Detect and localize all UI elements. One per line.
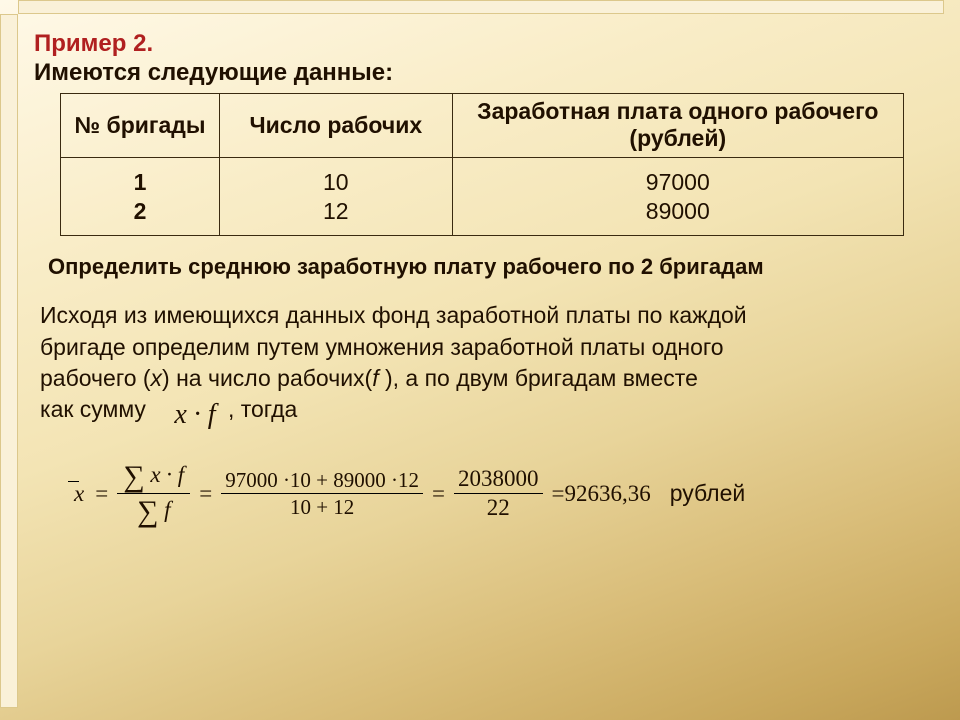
fraction-sums: ∑ x · f ∑ f	[117, 461, 190, 525]
workers-1: 10	[226, 168, 446, 197]
sigma-top: ∑	[123, 465, 144, 489]
main-formula: x = ∑ x · f ∑ f = 97000 ·10 + 89000 ·12 …	[74, 461, 934, 525]
brigade-2: 2	[67, 197, 213, 226]
cell-wage: 97000 89000	[452, 157, 903, 236]
result-unit: рублей	[670, 480, 746, 507]
explain-line-3a: рабочего (	[40, 365, 151, 391]
sum-xf: x · f	[150, 462, 184, 487]
x-bar: x	[74, 481, 86, 507]
step3-denominator: 22	[483, 496, 514, 520]
decorative-top-bar	[18, 0, 944, 14]
slide-content: Пример 2. Имеются следующие данные: № бр…	[34, 30, 934, 526]
fraction-step2: 97000 ·10 + 89000 ·12 10 + 12	[221, 469, 423, 518]
workers-2: 12	[226, 197, 446, 226]
equals-2: =	[199, 481, 212, 507]
result-value: =92636,36	[552, 481, 651, 507]
sigma-bottom: ∑	[137, 500, 158, 524]
brigade-1: 1	[67, 168, 213, 197]
cell-brigades: 1 2	[61, 157, 220, 236]
decorative-left-bar	[0, 14, 18, 708]
data-table: № бригады Число рабочих Заработная плата…	[60, 93, 904, 237]
cell-workers: 10 12	[220, 157, 453, 236]
col-header-brigade: № бригады	[61, 93, 220, 157]
var-x: x	[151, 365, 163, 391]
explain-line-4: как сумму	[40, 396, 146, 422]
step2-numerator: 97000 ·10 + 89000 ·12	[221, 469, 423, 491]
col-header-workers: Число рабочих	[220, 93, 453, 157]
inline-formula-xf: x · f	[174, 396, 215, 434]
explain-line-3c: ), а по двум бригадам вместе	[385, 365, 698, 391]
table-header-row: № бригады Число рабочих Заработная плата…	[61, 93, 904, 157]
explain-tail: , тогда	[228, 396, 297, 422]
var-f: f	[372, 365, 385, 391]
explanation-text: Исходя из имеющихся данных фонд заработн…	[40, 300, 934, 433]
task-text: Определить среднюю заработную плату рабо…	[48, 254, 934, 280]
wage-2: 89000	[459, 197, 897, 226]
explain-line-1: Исходя из имеющихся данных фонд заработн…	[40, 302, 747, 328]
table-data-row: 1 2 10 12 97000 89000	[61, 157, 904, 236]
step2-denominator: 10 + 12	[286, 496, 358, 518]
equals-1: =	[95, 481, 108, 507]
col-header-wage: Заработная плата одного рабочего (рублей…	[452, 93, 903, 157]
explain-line-3b: ) на число рабочих(	[162, 365, 372, 391]
fraction-step3: 2038000 22	[454, 467, 543, 520]
wage-1: 97000	[459, 168, 897, 197]
example-title: Пример 2.	[34, 30, 934, 59]
example-subtitle: Имеются следующие данные:	[34, 59, 934, 87]
sum-f: f	[164, 497, 170, 522]
explain-line-2: бригаде определим путем умножения зарабо…	[40, 334, 724, 360]
step3-numerator: 2038000	[454, 467, 543, 491]
equals-3: =	[432, 481, 445, 507]
